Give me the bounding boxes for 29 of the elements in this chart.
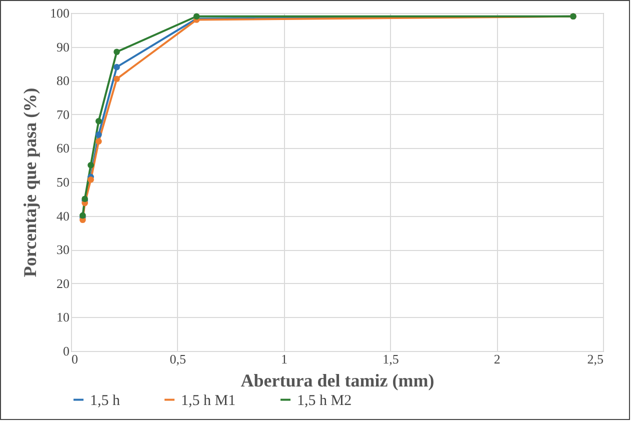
y-tick-label: 80 [56,73,70,88]
legend-label: 1,5 h [90,392,120,409]
point [96,118,102,124]
y-tick-label: 60 [56,140,70,156]
x-tick-label: 1,5 [382,352,399,366]
point [88,176,94,183]
point [114,64,120,70]
x-tick-label: 2 [494,352,500,366]
y-tick-label: 20 [56,276,70,291]
point [96,132,102,138]
y-tick-label: 90 [56,39,70,54]
point [96,138,102,145]
y-tick-label: 30 [56,242,70,258]
legend-label: 1,5 h M2 [297,392,352,409]
x-tick-label: 0,5 [170,352,186,366]
legend-label: 1,5 h M1 [181,392,236,409]
point [193,13,200,20]
y-tick-label: 70 [56,106,70,122]
y-axis-title: Porcentaje que pasa (%) [20,88,40,278]
y-tick-label: 10 [56,310,70,325]
y-tick-label: 40 [56,208,70,224]
y-tick-label: 100 [50,6,70,20]
point [114,76,120,82]
x-axis-title: Abertura del tamiz (mm) [240,370,434,390]
y-tick-label: 50 [56,174,70,190]
point [114,48,120,56]
point [88,162,94,168]
x-tick-label: 2,5 [587,352,604,366]
x-tick-label: 1 [281,352,288,366]
